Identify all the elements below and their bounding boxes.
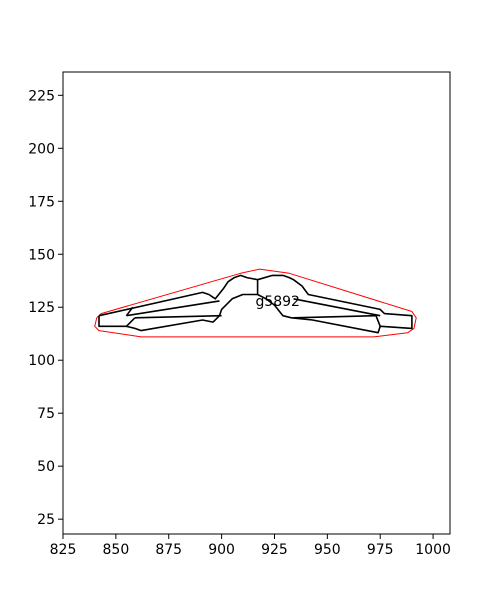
x-tick-label: 900	[208, 542, 235, 558]
x-tick-label: 1000	[415, 542, 451, 558]
y-tick-label: 100	[28, 353, 55, 369]
x-tick-label: 975	[367, 542, 394, 558]
y-tick-label: 225	[28, 88, 55, 104]
y-tick-label: 175	[28, 194, 55, 210]
x-axis-ticks: 825 850 875 900 925 950 975 1000	[50, 534, 451, 558]
y-tick-label: 75	[37, 406, 55, 422]
x-tick-label: 950	[314, 542, 341, 558]
annotation-label: g5892	[255, 294, 300, 310]
y-tick-label: 200	[28, 141, 55, 157]
y-tick-label: 50	[37, 459, 55, 475]
x-tick-label: 925	[261, 542, 288, 558]
y-tick-label: 125	[28, 300, 55, 316]
y-tick-label: 25	[37, 512, 55, 528]
y-tick-label: 150	[28, 247, 55, 263]
x-tick-label: 875	[155, 542, 182, 558]
x-tick-label: 825	[50, 542, 77, 558]
y-axis-ticks: 25 50 75 100 125 150 175 200 225	[28, 88, 63, 528]
x-tick-label: 850	[103, 542, 130, 558]
